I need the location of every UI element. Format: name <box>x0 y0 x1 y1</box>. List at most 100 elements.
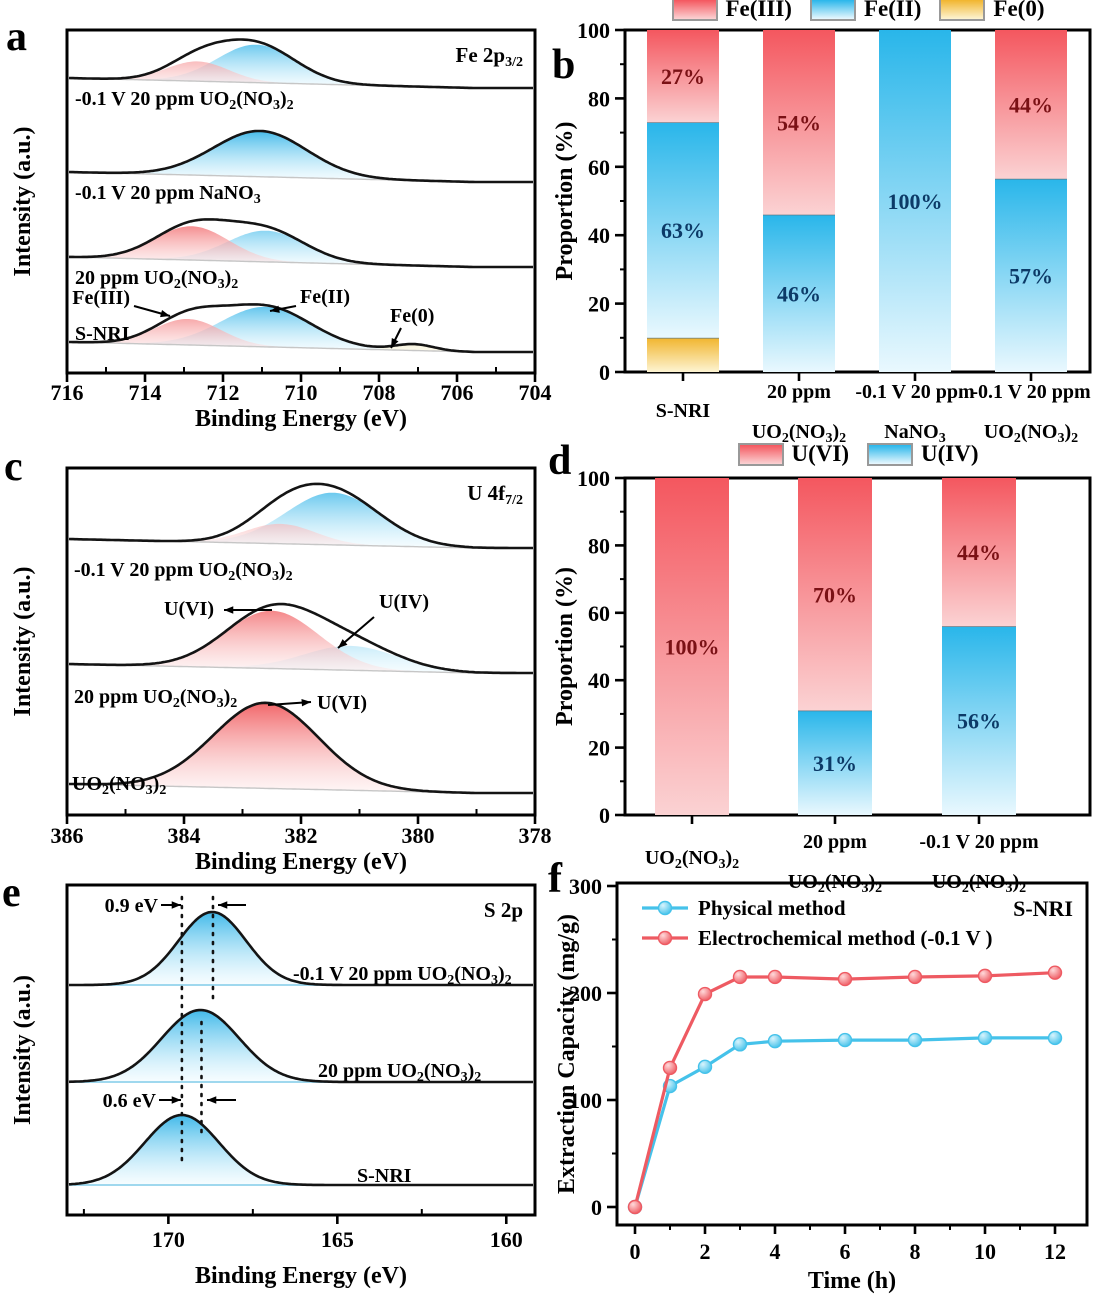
legend-item-Fe(III): Fe(III) <box>671 0 792 22</box>
bar-3: 100% <box>879 30 951 372</box>
segment-percent-label: 54% <box>777 110 821 135</box>
data-point <box>662 1060 678 1076</box>
x-tick-label: 710 <box>285 380 318 405</box>
x-tick-label: 714 <box>129 380 162 405</box>
component-fill-blue <box>69 1010 533 1082</box>
y-tick-label: 40 <box>588 668 610 693</box>
y-tick-label: 20 <box>588 292 610 317</box>
background-line <box>68 663 533 674</box>
data-point <box>907 969 923 985</box>
panel-corner-label: Fe 2p3/2 <box>456 43 523 70</box>
y-tick-label: 80 <box>588 86 610 111</box>
bar-segment-Fe(III) <box>995 30 1067 179</box>
spectrum-name: 20 ppm UO2(NO3)2 <box>318 1060 481 1085</box>
spectrum-2: 20 ppm UO2(NO3)2 <box>68 1008 533 1085</box>
species-annotation: Fe(III) <box>72 287 130 309</box>
envelope-curve <box>68 38 533 90</box>
panel-b-legend: Fe(III) Fe(II) Fe(0) <box>618 0 1098 22</box>
envelope-curve <box>68 482 533 550</box>
x-tick-label: 160 <box>490 1227 523 1252</box>
x-tick-label: 384 <box>168 823 201 848</box>
spectrum-3: UO2(NO3)2 <box>68 701 533 798</box>
segment-percent-label: 44% <box>1009 92 1053 117</box>
spectrum-2: -0.1 V 20 ppm NaNO3 <box>68 129 533 207</box>
segment-percent-label: 57% <box>1009 263 1053 288</box>
x-tick-label: 708 <box>363 380 396 405</box>
shift-annotation: 0.9 eV <box>105 895 159 917</box>
plot-frame <box>615 881 1089 1227</box>
bar-segment-Fe(III) <box>763 30 835 215</box>
spectrum-name: S-NRI <box>75 323 130 345</box>
y-tick-label: 0 <box>599 803 610 828</box>
spectrum-name: 20 ppm UO2(NO3)2 <box>74 686 237 711</box>
category-label-line1: 20 ppm <box>767 381 831 403</box>
bar-3: 56% 44% <box>942 478 1016 815</box>
segment-percent-label: 63% <box>661 218 705 243</box>
bar-1: 63% 27% <box>647 30 719 372</box>
x-tick-label: 2 <box>700 1239 711 1264</box>
y-tick-label: 60 <box>588 155 610 180</box>
data-point <box>767 1033 783 1049</box>
legend-label: Electrochemical method (-0.1 V ) <box>698 926 993 950</box>
spectrum-1: -0.1 V 20 ppm UO2(NO3)2 <box>68 38 533 113</box>
legend-item-Fe(II): Fe(II) <box>809 0 922 22</box>
arrowhead <box>218 901 228 909</box>
legend-label: U(IV) <box>921 441 979 466</box>
bar-segment-Fe(0) <box>647 337 719 372</box>
envelope-curve <box>68 1008 533 1084</box>
legend-swatch <box>809 0 856 21</box>
y-tick-label: 20 <box>588 736 610 761</box>
bar-segment-U(VI) <box>942 478 1016 627</box>
arrowhead <box>171 1096 181 1104</box>
x-tick-label: 4 <box>770 1239 781 1264</box>
panel-letter-f: f <box>548 856 562 902</box>
x-tick-label: 712 <box>207 380 240 405</box>
x-axis-title: Binding Energy (eV) <box>195 849 407 875</box>
arrowhead <box>338 639 348 648</box>
species-annotation: U(IV) <box>379 591 429 613</box>
segment-percent-label: 27% <box>661 64 705 89</box>
species-annotation: U(VI) <box>164 598 214 620</box>
segment-percent-label: 70% <box>813 582 857 607</box>
component-fill-red <box>69 702 533 793</box>
spectrum-name: UO2(NO3)2 <box>72 773 166 798</box>
panel-letter-b: b <box>552 42 576 88</box>
data-point <box>697 986 713 1002</box>
x-tick-label: 8 <box>910 1239 921 1264</box>
bar-segment-Fe(II) <box>995 178 1067 372</box>
data-point <box>977 968 993 984</box>
spectrum-name: 20 ppm UO2(NO3)2 <box>75 267 238 292</box>
data-point <box>732 1037 748 1052</box>
shift-annotation: 0.6 eV <box>103 1090 157 1112</box>
component-fill-blue <box>69 912 533 985</box>
category-label-line2: UO2(NO3)2 <box>752 421 846 446</box>
y-tick-label: 80 <box>588 533 610 558</box>
component-fill-blue <box>69 492 533 548</box>
legend-item-U(IV): U(IV) <box>867 441 979 467</box>
spectrum-name: -0.1 V 20 ppm UO2(NO3)2 <box>293 963 512 988</box>
arrowhead <box>207 1096 217 1104</box>
y-tick-label: 0 <box>599 360 610 385</box>
legend-swatch <box>939 0 986 21</box>
panel-corner-label: S-NRI <box>1013 896 1073 921</box>
panel-letter-e: e <box>2 870 21 916</box>
legend-label: Fe(II) <box>863 0 922 21</box>
category-label-line1: 20 ppm <box>803 831 867 853</box>
legend-swatch <box>867 442 913 466</box>
data-point <box>767 969 783 985</box>
component-fill-red <box>69 319 533 352</box>
panel-letter-c: c <box>4 444 23 490</box>
category-label-line2: NaNO3 <box>884 421 945 446</box>
y-tick-label: 300 <box>569 874 602 899</box>
segment-percent-label: 31% <box>813 751 857 776</box>
category-label-line1: -0.1 V 20 ppm <box>919 831 1039 853</box>
x-tick-label: 12 <box>1044 1239 1066 1264</box>
x-axis-title: Binding Energy (eV) <box>195 1263 407 1289</box>
x-tick-label: 0 <box>630 1239 641 1264</box>
segment-percent-label: 46% <box>777 281 821 306</box>
envelope-curve <box>69 218 533 269</box>
